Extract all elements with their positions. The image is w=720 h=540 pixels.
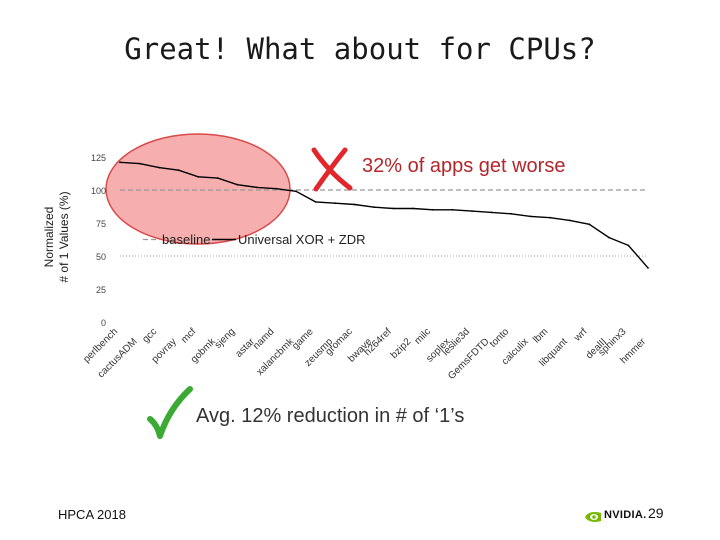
- data-point: [236, 183, 239, 186]
- y-tick-label: 25: [96, 285, 106, 295]
- footer-venue: HPCA 2018: [58, 507, 126, 522]
- slide-title: Great! What about for CPUs?: [124, 32, 596, 66]
- x-tick-label: mcf: [179, 326, 198, 345]
- data-point: [568, 219, 571, 222]
- x-tick-label: povray: [150, 336, 179, 365]
- y-axis-label-line2: # of 1 Values (%): [57, 191, 71, 282]
- data-point: [549, 216, 552, 219]
- data-point: [412, 207, 415, 210]
- cross-icon: [311, 147, 353, 192]
- data-point: [334, 202, 336, 205]
- y-tick-label: 100: [91, 186, 106, 196]
- data-point: [295, 190, 297, 193]
- data-point: [490, 211, 493, 214]
- x-tick-label: lbm: [531, 326, 550, 345]
- y-axis-label-line1: Normalized: [42, 207, 56, 268]
- data-point: [432, 208, 434, 211]
- data-point: [627, 244, 630, 247]
- x-tick-label: milc: [413, 326, 433, 346]
- series-points: [119, 161, 649, 269]
- data-point: [119, 161, 121, 164]
- data-point: [373, 206, 376, 209]
- legend-baseline-label: baseline: [162, 232, 210, 247]
- callout-reduction: Avg. 12% reduction in # of ‘1’s: [196, 405, 464, 427]
- callout-worse: 32% of apps get worse: [362, 155, 565, 177]
- x-tick-label: game: [290, 326, 316, 352]
- series-universal-xor-zdr: [119, 161, 649, 269]
- data-point: [392, 207, 395, 210]
- data-point: [471, 210, 473, 213]
- data-point: [177, 169, 180, 172]
- data-point: [314, 201, 317, 203]
- x-tick-label: namd: [251, 326, 276, 351]
- data-point: [529, 215, 532, 218]
- data-point: [451, 208, 454, 211]
- x-tick-label: hmmer: [618, 336, 648, 366]
- x-tick-label: tonto: [488, 326, 512, 350]
- data-point: [353, 203, 356, 206]
- logo-text: NVIDIA.: [604, 509, 647, 521]
- data-point: [275, 187, 278, 190]
- data-point: [256, 186, 258, 189]
- data-point: [197, 175, 200, 178]
- highlight-ellipse: [105, 133, 291, 245]
- legend-main-label: Universal XOR + ZDR: [238, 232, 366, 247]
- x-tick-label: wrf: [572, 326, 590, 344]
- y-tick-label: 0: [101, 318, 106, 328]
- page-number: 29: [648, 505, 664, 521]
- data-point: [510, 212, 512, 215]
- data-point: [158, 166, 161, 169]
- y-tick-label: 125: [91, 153, 106, 163]
- nvidia-logo: NVIDIA.: [584, 508, 646, 526]
- y-tick-label: 50: [96, 252, 106, 262]
- x-tick-label: gobmk: [189, 336, 219, 366]
- x-tick-label: bzip2: [389, 336, 414, 361]
- data-point: [588, 223, 591, 226]
- data-point: [216, 177, 219, 180]
- check-icon: [147, 386, 193, 439]
- y-tick-label: 75: [96, 219, 106, 229]
- data-point: [647, 267, 649, 269]
- legend: baseline Universal XOR + ZDR: [143, 232, 366, 247]
- x-tick-label: calculix: [500, 336, 531, 367]
- x-axis-tick-labels: perlbenchcactusADMgccpovraymcfgobmksjeng…: [81, 326, 648, 382]
- nvidia-eye-icon: [585, 512, 601, 522]
- data-point: [608, 236, 610, 239]
- x-tick-label: gcc: [140, 326, 159, 345]
- x-tick-label: sjeng: [213, 326, 238, 351]
- data-point: [138, 162, 141, 165]
- y-axis-ticks: 0 25 50 75 100 125: [91, 153, 106, 328]
